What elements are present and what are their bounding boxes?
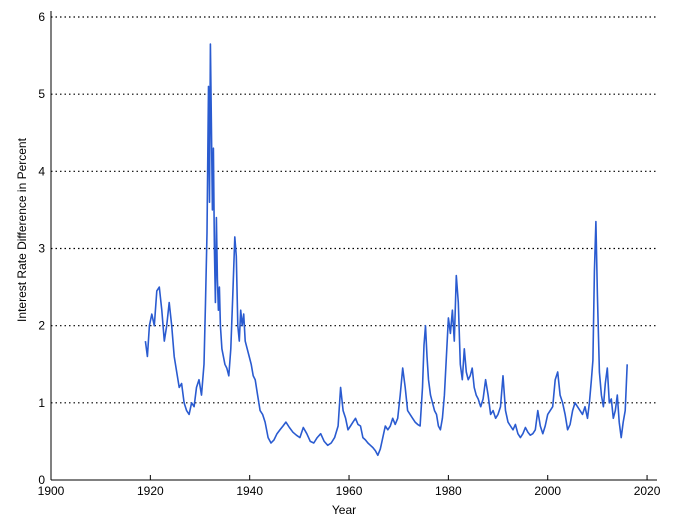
y-tick-label: 1 [38, 396, 45, 410]
y-tick-label: 4 [38, 164, 45, 178]
y-tick-label: 3 [38, 242, 45, 256]
y-tick-label: 5 [38, 87, 45, 101]
gridlines [51, 16, 657, 404]
axes [50, 11, 657, 481]
x-tick-label: 2020 [634, 484, 661, 498]
y-axis-title: Interest Rate Difference in Percent [15, 137, 29, 322]
tick-labels: 0 1 2 3 4 5 6 1900 1920 1940 1960 1980 2000 2020 [38, 10, 661, 498]
y-tick-label: 2 [38, 319, 45, 333]
x-tick-label: 1940 [236, 484, 263, 498]
x-tick-label: 1980 [435, 484, 462, 498]
series-line [144, 43, 628, 457]
x-tick-label: 1960 [336, 484, 363, 498]
x-tick-label: 1920 [137, 484, 164, 498]
x-tick-label: 2000 [534, 484, 561, 498]
y-tick-label: 0 [38, 473, 45, 487]
y-tick-label: 6 [38, 10, 45, 24]
x-tick-label: 1900 [38, 484, 65, 498]
x-axis-title: Year [332, 503, 356, 517]
